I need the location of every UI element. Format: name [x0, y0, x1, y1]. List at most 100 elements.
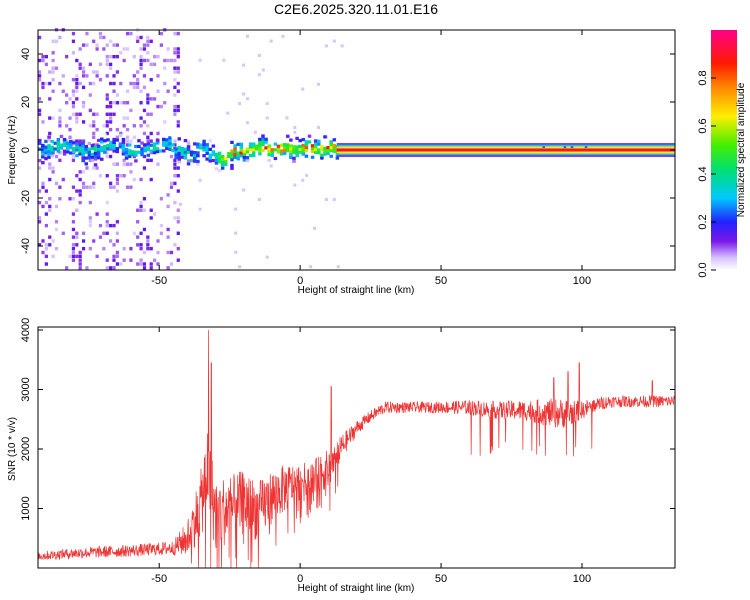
- heatmap-cell: [38, 74, 42, 78]
- heatmap-cell: [92, 166, 96, 170]
- heatmap-cell: [257, 54, 261, 57]
- heatmap-cell: [168, 136, 172, 140]
- heatmap-cell: [139, 89, 143, 93]
- heatmap-cell: [146, 58, 150, 63]
- heatmap-cell: [178, 202, 182, 206]
- heatmap-cell: [176, 208, 180, 212]
- heatmap-cell: [61, 177, 65, 182]
- heatmap-cell: [112, 254, 116, 259]
- heatmap-cell: [317, 142, 321, 146]
- heatmap-cell: [115, 181, 119, 186]
- heatmap-cell: [105, 200, 109, 205]
- heatmap-cell: [78, 258, 82, 262]
- heatmap-cell: [329, 140, 333, 144]
- heatmap-cell: [198, 207, 202, 211]
- heatmap-cell: [264, 146, 268, 150]
- colorbar-tick-label: 0.6: [697, 118, 709, 133]
- heatmap-cell: [251, 151, 256, 155]
- heatmap-cell: [169, 154, 174, 159]
- heatmap-cell: [105, 212, 109, 216]
- heatmap-cell: [85, 266, 89, 270]
- heatmap-cell: [127, 143, 132, 147]
- heatmap-cell: [193, 142, 197, 146]
- heatmap-cell: [236, 142, 240, 146]
- heatmap-cell: [112, 258, 116, 262]
- heatmap-cell: [134, 150, 138, 154]
- heatmap-cell: [173, 93, 177, 97]
- heatmap-y-tick-label: 20: [20, 96, 32, 108]
- heatmap-cell: [56, 149, 61, 153]
- heatmap-cell: [95, 70, 99, 74]
- heatmap-cell: [87, 156, 92, 160]
- heatmap-cell: [81, 43, 86, 47]
- heatmap-cell: [81, 246, 86, 251]
- heatmap-cell: [93, 145, 98, 150]
- heatmap-cell: [81, 144, 85, 148]
- heatmap-cell: [310, 155, 315, 159]
- heatmap-cell: [230, 149, 234, 153]
- heatmap-cell: [100, 157, 104, 161]
- heatmap-cell: [173, 58, 177, 63]
- heatmap-cell: [51, 239, 55, 243]
- heatmap-cell: [122, 116, 126, 120]
- heatmap-cell: [62, 140, 67, 145]
- heatmap-cell: [222, 58, 226, 62]
- heatmap-cell: [282, 151, 287, 155]
- heatmap-cell: [136, 208, 140, 212]
- heatmap-cell: [208, 156, 213, 160]
- heatmap-cell: [193, 156, 197, 160]
- heatmap-cell: [176, 189, 180, 193]
- heatmap-cell: [146, 35, 150, 40]
- snr-x-tick-label: -50: [151, 573, 167, 585]
- heatmap-cell: [317, 151, 321, 155]
- heatmap-cell: [139, 66, 143, 70]
- heatmap-cell: [100, 148, 104, 153]
- heatmap-cell: [159, 43, 163, 47]
- heatmap-cell: [81, 139, 86, 143]
- heatmap-cell: [183, 147, 188, 151]
- heatmap-cell: [570, 146, 574, 148]
- heatmap-cell: [176, 70, 180, 74]
- heatmap-cell: [261, 134, 265, 138]
- heatmap-cell: [115, 239, 119, 243]
- heatmap-cell: [88, 246, 92, 251]
- heatmap-cell: [78, 200, 82, 205]
- heatmap-cell: [54, 66, 59, 70]
- heatmap-cell: [51, 51, 55, 55]
- heatmap-cell: [293, 126, 297, 129]
- heatmap-cell: [71, 212, 76, 216]
- heatmap-cell: [258, 140, 262, 144]
- heatmap-cell: [238, 102, 242, 105]
- heatmap-cell: [289, 161, 293, 165]
- heatmap-cell: [48, 243, 52, 247]
- heatmap-cell: [38, 147, 42, 151]
- heatmap-cell: [105, 223, 109, 228]
- heatmap-cell: [186, 147, 191, 152]
- heatmap-cell: [105, 74, 109, 78]
- heatmap-cell: [242, 155, 247, 159]
- heatmap-cell: [84, 144, 89, 149]
- heatmap-cell: [139, 177, 143, 182]
- heatmap-cell: [81, 158, 85, 163]
- heatmap-cell: [205, 151, 209, 155]
- heatmap-cell: [220, 160, 225, 164]
- snr-y-tick-label: 2000: [20, 437, 32, 461]
- heatmap-cell: [95, 43, 99, 47]
- heatmap-cell: [173, 31, 177, 36]
- heatmap-cell: [276, 147, 281, 151]
- heatmap-cell: [301, 146, 306, 150]
- heatmap-cell: [90, 152, 95, 156]
- heatmap-cell: [143, 143, 147, 147]
- heatmap-cell: [51, 89, 55, 93]
- heatmap-cell: [233, 147, 237, 151]
- heatmap-cell: [142, 197, 147, 201]
- heatmap-cell: [93, 163, 98, 167]
- heatmap-cell: [112, 74, 116, 78]
- heatmap-cell: [159, 223, 163, 228]
- heatmap-x-axis-label: Height of straight line (km): [298, 285, 415, 296]
- heatmap-cell: [71, 139, 76, 143]
- heatmap-cell: [119, 174, 123, 178]
- heatmap-cell: [329, 146, 333, 150]
- heatmap-cell: [50, 151, 54, 155]
- heatmap-cell: [139, 204, 143, 209]
